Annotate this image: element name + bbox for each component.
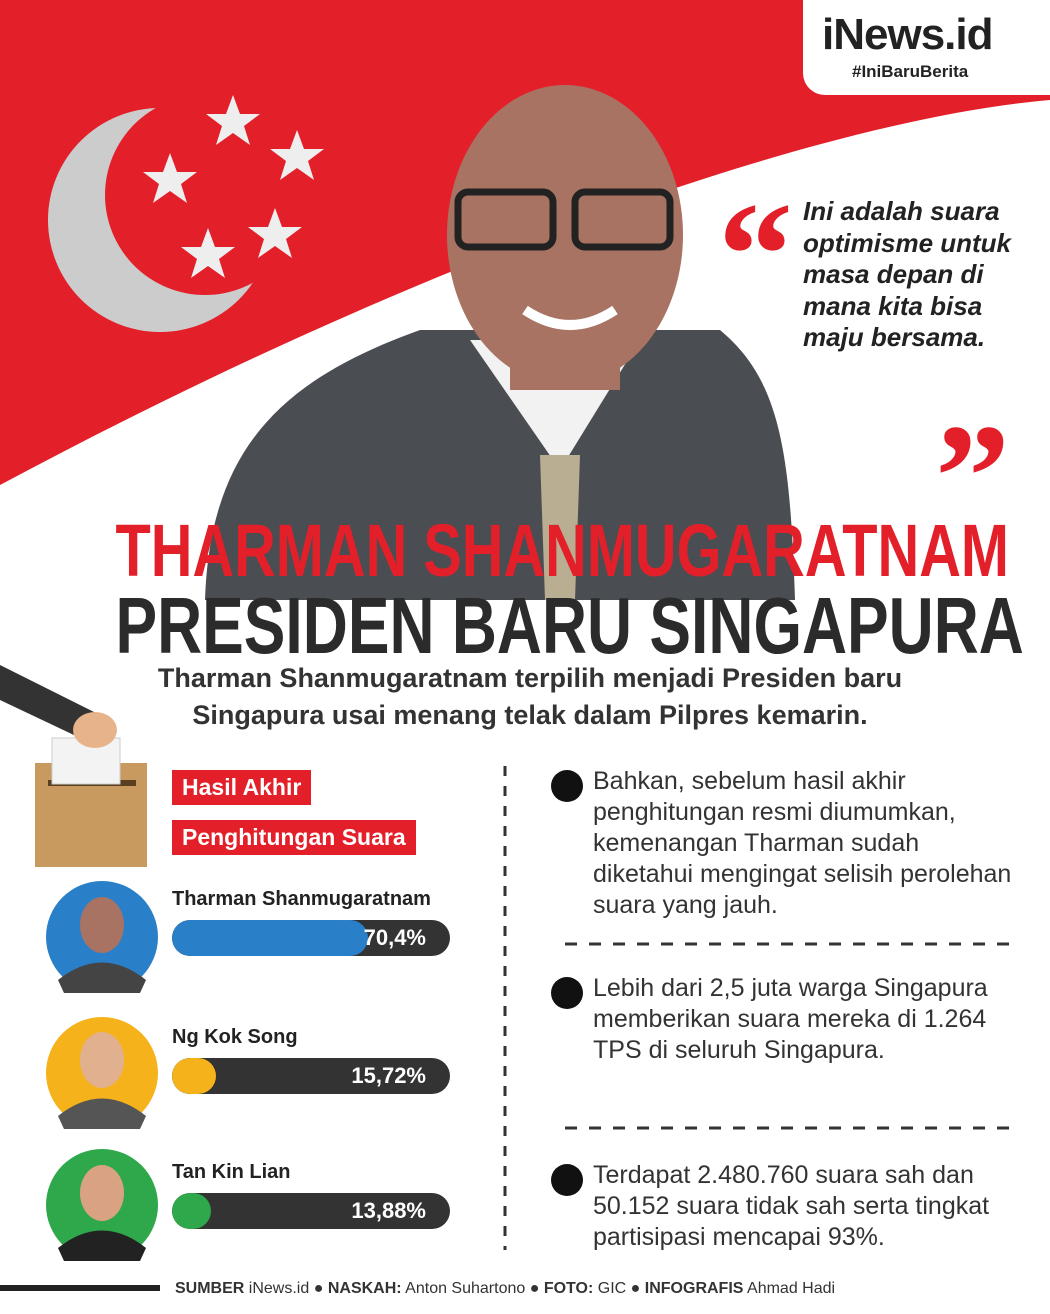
bar: [172, 920, 368, 956]
footer-label: SUMBER: [175, 1280, 245, 1297]
bar-track: 13,88%: [172, 1193, 450, 1229]
candidate-name: Ng Kok Song: [172, 1026, 298, 1048]
fact: Bahkan, sebelum hasil akhir penghitungan…: [593, 767, 1012, 919]
bar-track: 70,4%: [172, 920, 450, 956]
footer-label: NASKAH:: [327, 1280, 402, 1297]
title-line: PRESIDEN BARU SINGAPURA: [115, 581, 1024, 670]
footer-label: FOTO:: [543, 1280, 594, 1297]
logo-tagline: #IniBaruBerita: [852, 62, 969, 81]
fact: Lebih dari 2,5 juta warga Singapura memb…: [593, 974, 988, 1064]
fact: Terdapat 2.480.760 suara sah dan 50.152 …: [593, 1161, 990, 1251]
results-heading: Hasil Akhir: [172, 770, 312, 805]
quote-close: ”: [935, 394, 1010, 560]
bar: [172, 1193, 211, 1229]
value-label: 70,4%: [363, 925, 426, 950]
title-line: THARMAN SHANMUGARATNAM: [115, 509, 1009, 592]
quote-text: Ini adalah suara optimisme untuk masa de…: [803, 196, 1012, 352]
footer-value: Anton Suhartono: [405, 1280, 526, 1297]
results-heading: Penghitungan Suara: [172, 820, 416, 855]
candidate-name: Tan Kin Lian: [172, 1161, 291, 1183]
logo-brand: iNews.id: [822, 10, 993, 59]
bar: [172, 1058, 216, 1094]
value-label: 15,72%: [351, 1063, 426, 1088]
value-label: 13,88%: [351, 1198, 426, 1223]
footer-value: iNews.id: [248, 1280, 310, 1297]
footer-value: Ahmad Hadi: [747, 1280, 836, 1297]
bar-track: 15,72%: [172, 1058, 450, 1094]
quote-open: “: [718, 172, 793, 338]
footer-label: INFOGRAFIS: [644, 1280, 744, 1297]
footer-value: GIC: [597, 1280, 627, 1297]
footer: SUMBER iNews.id ● NASKAH: Anton Suharton…: [175, 1280, 836, 1297]
subtitle: Tharman Shanmugaratnam terpilih menjadi …: [157, 663, 903, 730]
candidate-name: Tharman Shanmugaratnam: [172, 888, 431, 910]
